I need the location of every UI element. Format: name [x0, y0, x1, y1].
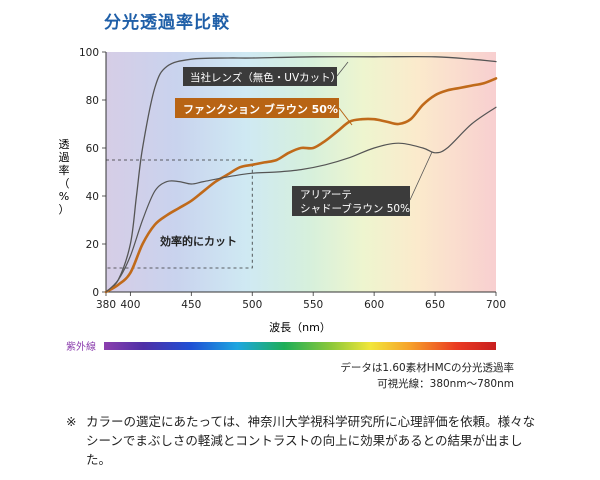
legend-label-ariate: アリアーテ シャドーブラウン 50% — [292, 151, 433, 216]
y-tick-label: 0 — [92, 287, 99, 299]
y-tick-label: 80 — [86, 95, 99, 107]
x-tick-label: 650 — [425, 299, 445, 311]
x-tick-label: 450 — [181, 299, 201, 311]
cut-region-box — [105, 159, 253, 269]
series-line-ariate-shadow-brown — [105, 106, 497, 293]
x-axis-label: 波長（nm） — [269, 321, 331, 334]
series-line-uv-cut — [105, 55, 497, 293]
y-tick-label: 40 — [86, 191, 99, 203]
x-tick-label: 550 — [303, 299, 323, 311]
svg-text:透過率（%）: 透過率（%） — [59, 138, 70, 216]
spectrum-bar-label: 紫外線 — [66, 340, 96, 353]
footer-mark: ※ — [66, 414, 77, 429]
legend-text-ariate-line2: シャドーブラウン 50% — [300, 202, 410, 215]
x-tick-label: 380 — [96, 299, 116, 311]
y-tick-label: 60 — [86, 143, 99, 155]
x-tick-label: 400 — [120, 299, 140, 311]
x-tick-label: 700 — [486, 299, 506, 311]
legend-label-function: ファンクション ブラウン 50% — [175, 98, 353, 126]
plot-background — [106, 52, 496, 292]
x-tick-label: 500 — [242, 299, 262, 311]
legend-text-ariate-line1: アリアーテ — [300, 189, 352, 201]
legend-text-function: ファンクション ブラウン 50% — [183, 102, 338, 116]
legend-text-uv: 当社レンズ（無色・UVカット） — [190, 71, 341, 84]
spectrum-bar — [104, 342, 496, 350]
x-tick-label: 600 — [364, 299, 384, 311]
legend-label-uv: 当社レンズ（無色・UVカット） — [183, 61, 349, 86]
annotation-cut: 効率的にカット — [160, 234, 237, 248]
tick-labels: 380 400 450 500 550 600 650 700 0 20 40 60 80 100 — [79, 47, 506, 311]
data-note-2: 可視光線：380nm〜780nm — [377, 378, 514, 390]
y-axis-label: 透過率（%） — [59, 138, 70, 216]
y-tick-label: 100 — [79, 47, 99, 59]
series-line-function-brown — [104, 77, 498, 294]
data-note-1: データは1.60素材HMCの分光透過率 — [340, 362, 514, 374]
y-tick-label: 20 — [86, 239, 99, 251]
footer-text: カラーの選定にあたっては、神奈川大学視科学研究所に心理評価を依頼。様々なシーンで… — [86, 414, 536, 467]
footer-note: ※ カラーの選定にあたっては、神奈川大学視科学研究所に心理評価を依頼。様々なシー… — [66, 412, 536, 469]
chart-title: 分光透過率比較 — [104, 13, 230, 33]
